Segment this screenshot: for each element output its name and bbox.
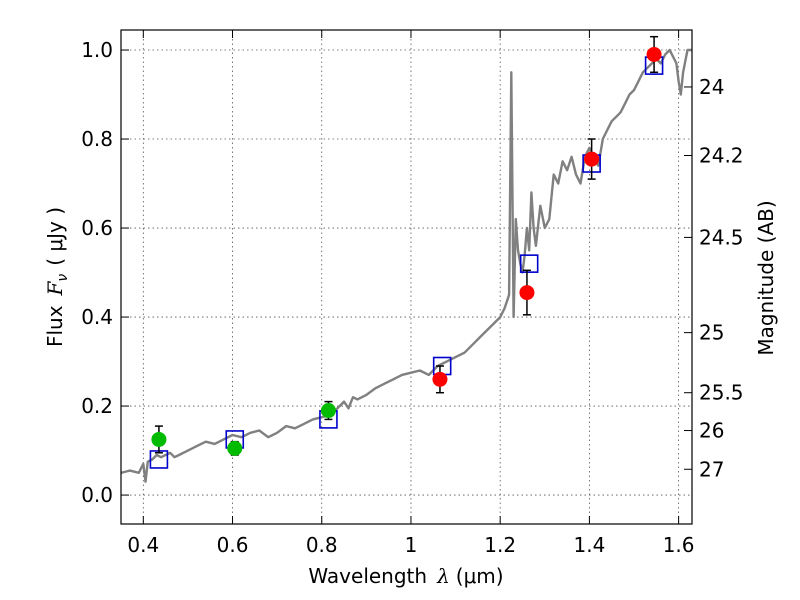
observed-flux-point [519,285,535,301]
y2-tick-label: 25.5 [699,381,744,405]
markers [149,35,664,469]
x-tick-label: 1 [405,533,418,557]
y-axis-title: FluxFν( μJy ) [43,207,71,347]
y2-axis-title: Magnitude (AB) [754,200,778,355]
x-tick-label: 0.6 [217,533,249,557]
y-tick-label: 0.6 [81,216,113,240]
x-tick-label: 0.8 [306,533,338,557]
observed-flux-point [646,46,662,62]
y-tick-label: 0.4 [81,305,113,329]
y-tick-label: 0.8 [81,127,113,151]
axes: 0.4 0.6 0.8 1 1.2 1.4 1.6 0.0 0.2 0.4 0.6 0.8 1.0 24 2… [81,30,744,557]
plot-frame [120,29,693,525]
y2-tick-label: 25 [699,321,724,345]
y-tick-label: 0.2 [81,394,113,418]
y2-tick-label: 24 [699,75,724,99]
x-tick-label: 1.6 [663,533,695,557]
template-spectrum-line [121,48,692,483]
x-tick-label: 1.4 [573,533,605,557]
y2-tick-label: 27 [699,457,724,481]
observed-flux-point [151,431,167,447]
y-tick-label: 1.0 [81,38,113,62]
grid [121,30,692,524]
x-tick-label: 0.4 [127,533,159,557]
observed-flux-point [584,151,600,167]
observed-flux-point [432,371,448,387]
model-flux-square [519,254,539,273]
observed-flux-point [320,403,336,419]
x-tick-label: 1.2 [484,533,516,557]
plot-area [121,48,692,483]
observed-flux-point [227,440,243,456]
y-tick-label: 0.0 [81,483,113,507]
x-axis-title: Wavelength λ (μm) [308,564,503,588]
y2-tick-label: 24.2 [699,144,744,168]
y2-tick-label: 24.5 [699,225,744,249]
y2-tick-label: 26 [699,419,724,443]
